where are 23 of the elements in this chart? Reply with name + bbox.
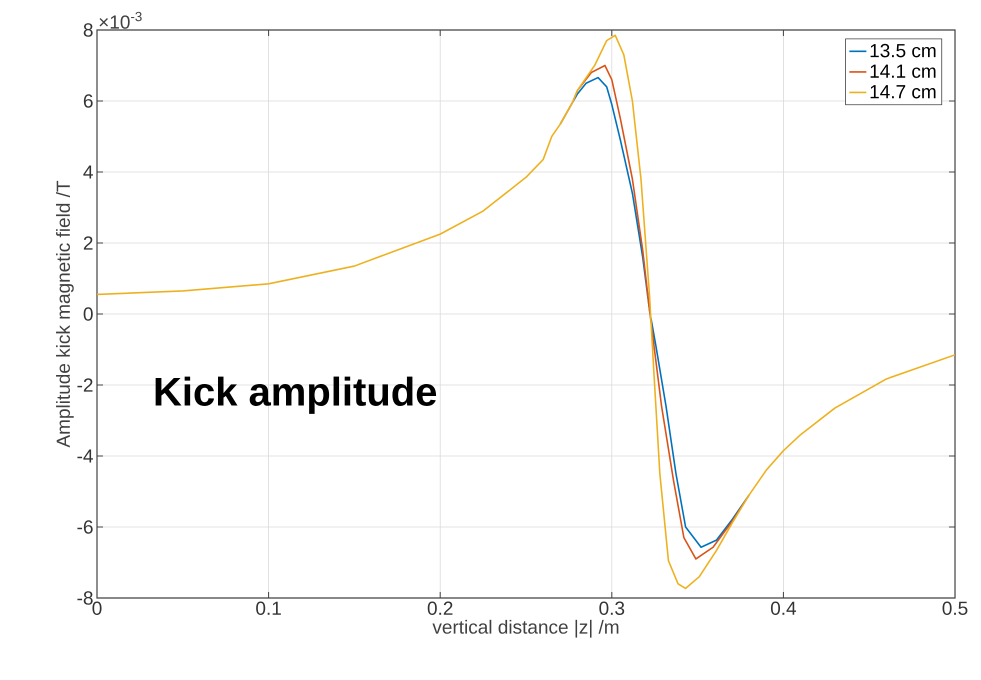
legend-label: 14.1 cm bbox=[870, 64, 936, 78]
y-tick-label: 2 bbox=[84, 236, 93, 250]
text: ×10$^{-3}$ bbox=[100, 12, 142, 29]
y-tick-label: 8 bbox=[84, 23, 93, 37]
x-tick-label: 0.5 bbox=[942, 602, 968, 615]
x-tick-label: 0 bbox=[92, 602, 102, 615]
y-axis-title: Amplitude kick magnetic field /T bbox=[56, 180, 74, 448]
y-tick-label: 0 bbox=[84, 307, 93, 321]
y-tick-label: -4 bbox=[77, 449, 93, 463]
x-axis-title: vertical distance |z| /m bbox=[432, 620, 618, 638]
x-tick-label: 0.1 bbox=[256, 602, 281, 615]
y-tick-label: 4 bbox=[83, 165, 93, 179]
x-tick-label: 0.2 bbox=[428, 602, 452, 615]
y-tick-label: 6 bbox=[84, 94, 93, 108]
legend-label: 14.7 cm bbox=[870, 85, 936, 98]
x-tick-label: 0.3 bbox=[599, 602, 624, 615]
x-tick-label: 0.4 bbox=[770, 602, 796, 615]
line-series bbox=[97, 34, 956, 590]
y-tick-label: -6 bbox=[77, 520, 93, 534]
y-tick-label: -8 bbox=[77, 591, 93, 605]
annotation: Kick amplitude bbox=[156, 376, 436, 414]
legend-label: 13.5 cm bbox=[870, 44, 936, 58]
y-tick-label: -2 bbox=[77, 378, 93, 392]
